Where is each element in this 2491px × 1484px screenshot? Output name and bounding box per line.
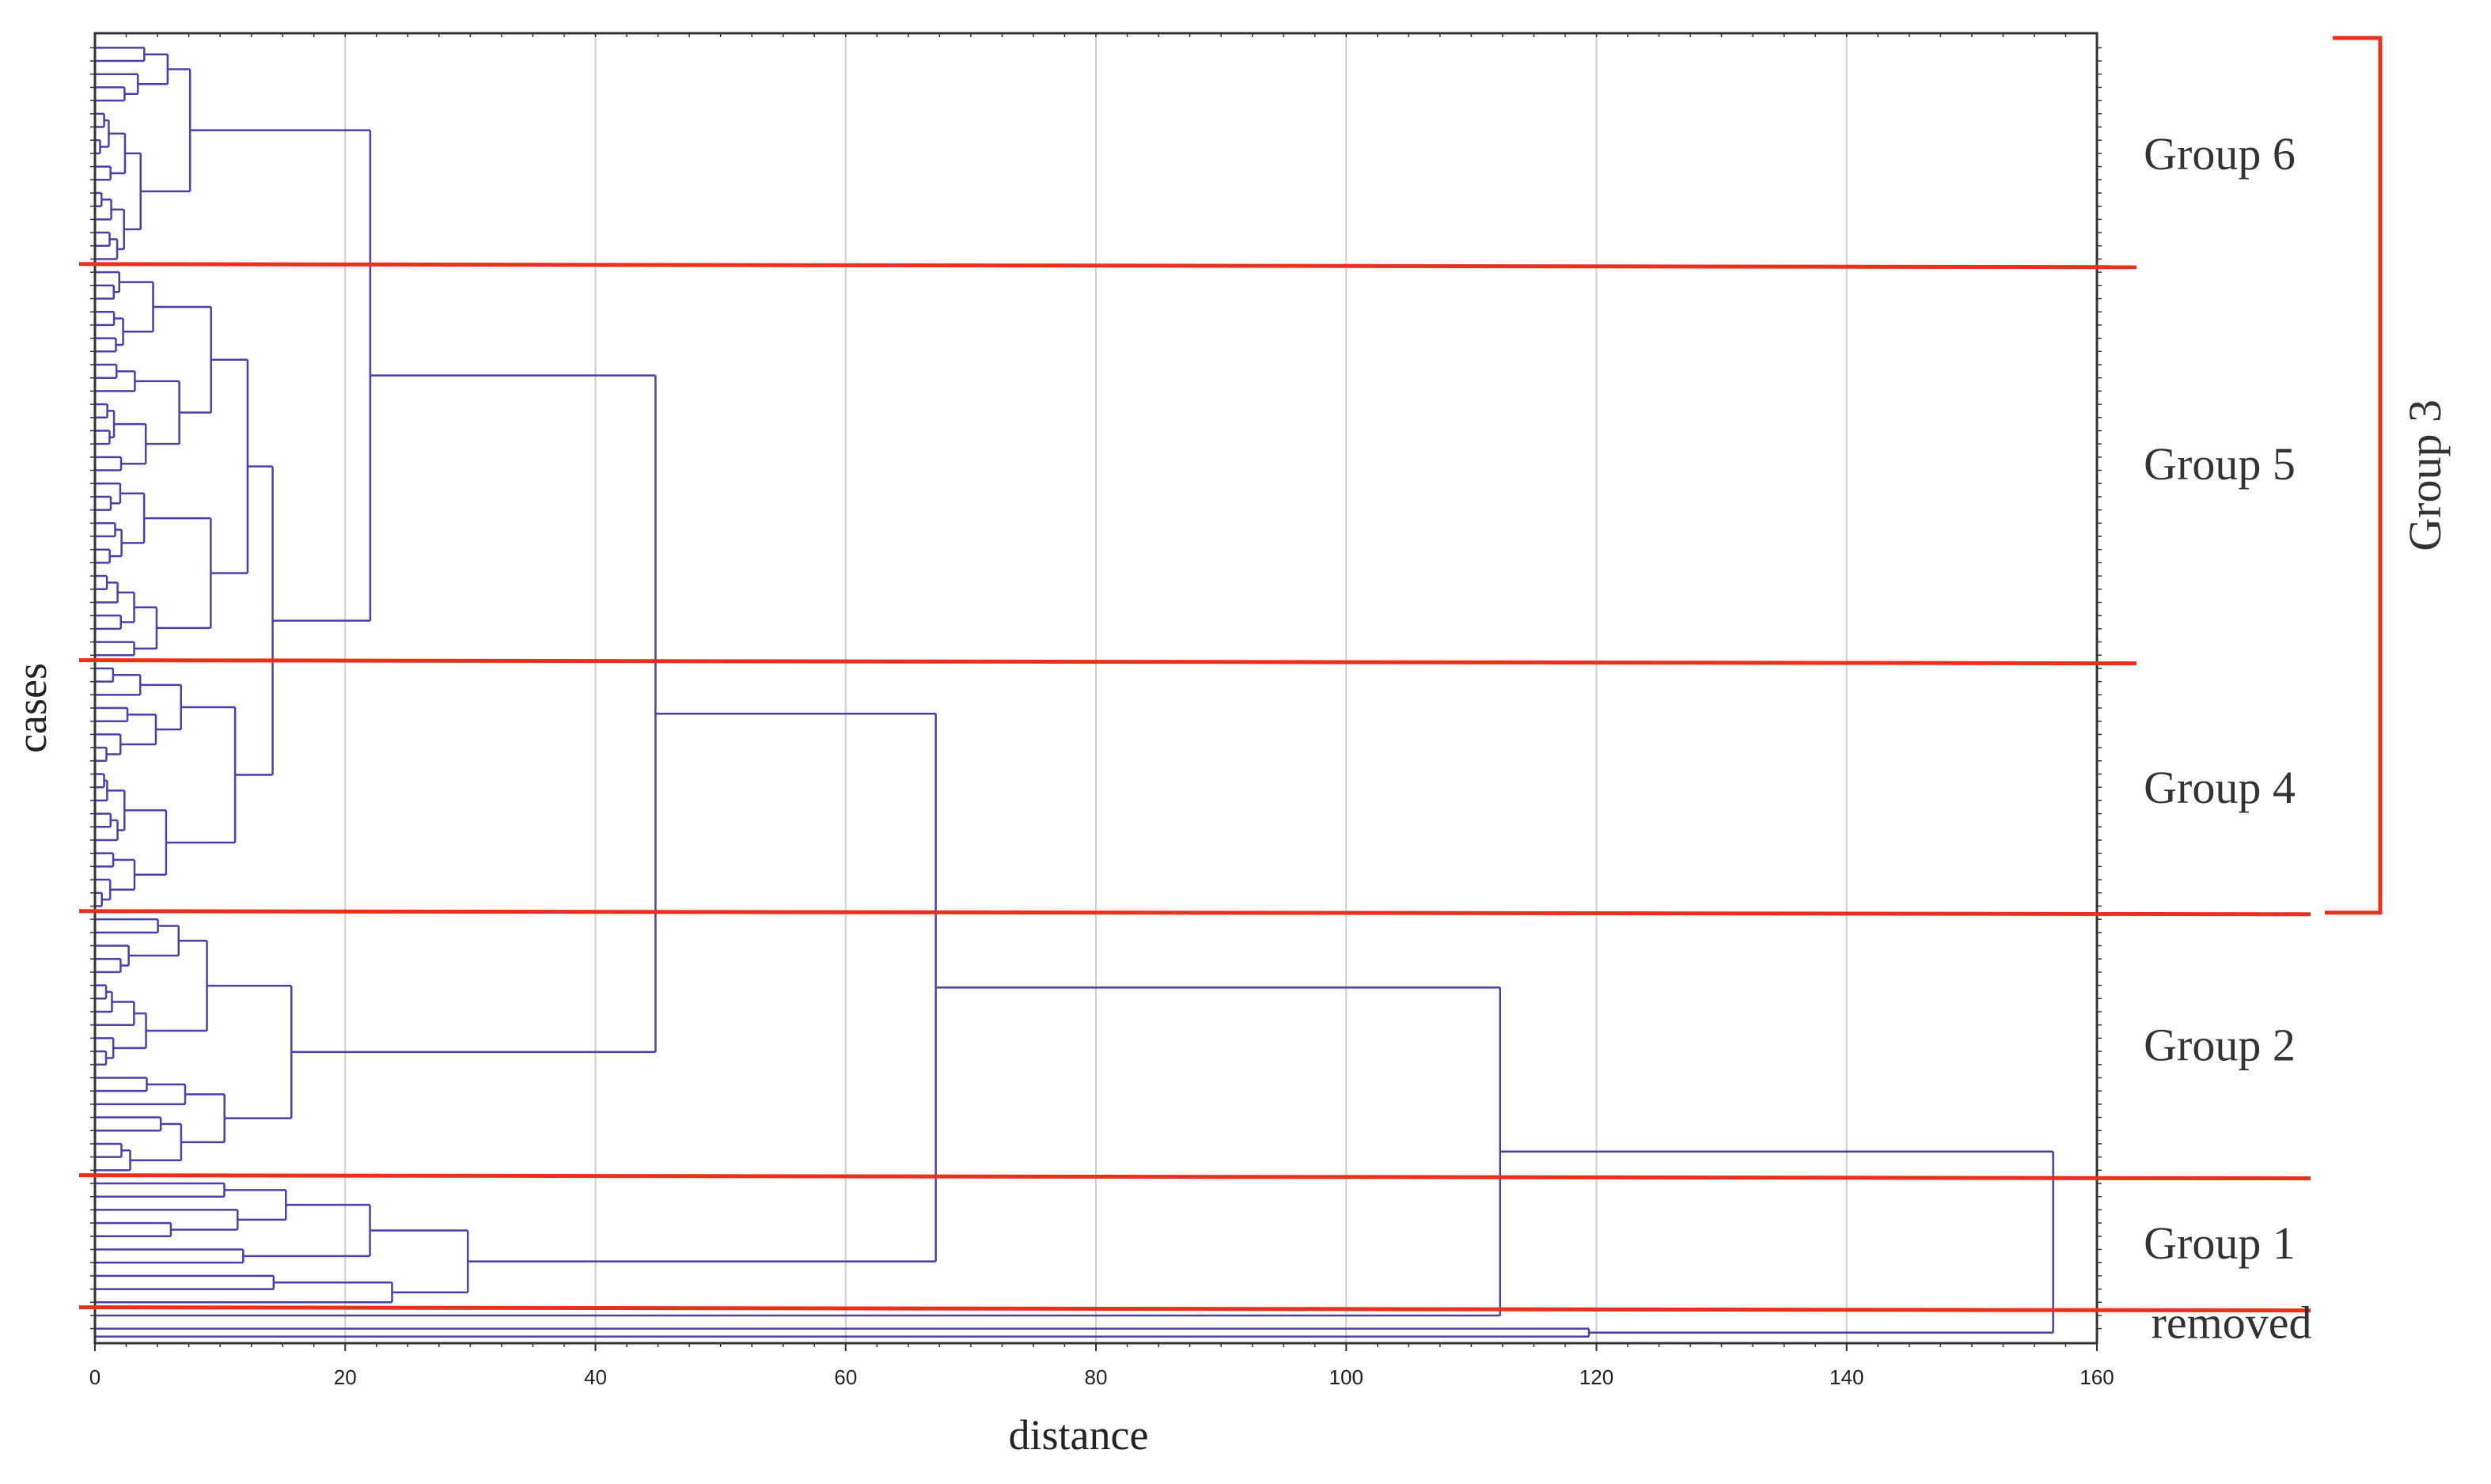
- group-label: Group 4: [2144, 762, 2296, 813]
- group-cut-line: [78, 1173, 2311, 1181]
- x-tick-label: 20: [334, 1365, 357, 1389]
- dendrogram-tree: [95, 47, 2054, 1338]
- x-axis-ticks: 0 20 40 60 80 100 120 140 160: [89, 33, 2114, 1389]
- x-tick-label: 100: [1329, 1365, 1363, 1389]
- group-cut-line: [78, 262, 2137, 270]
- bracket-label: Group 3: [2399, 399, 2451, 551]
- group-label: Group 6: [2144, 128, 2296, 180]
- y-axis-label: cases: [8, 663, 55, 753]
- group-cut-line: [78, 909, 2311, 917]
- group-cut-line: [78, 1305, 2311, 1313]
- x-tick-label: 40: [584, 1365, 607, 1389]
- group-label: Group 1: [2144, 1217, 2296, 1269]
- group-label: Group 5: [2144, 438, 2296, 490]
- x-tick-label: 160: [2080, 1365, 2114, 1389]
- group3-bracket: [2325, 36, 2383, 915]
- x-tick-label: 60: [834, 1365, 857, 1389]
- x-axis-label: distance: [1009, 1411, 1149, 1459]
- group-labels: Group 6 Group 5 Group 4 Group 2 Group 1 remov…: [2144, 128, 2311, 1348]
- group-cut-lines: [78, 262, 2311, 1313]
- group-label: removed: [2152, 1297, 2312, 1348]
- group-cut-line: [78, 658, 2137, 666]
- x-tick-label: 80: [1085, 1365, 1108, 1389]
- x-tick-label: 140: [1829, 1365, 1864, 1389]
- gridlines: [344, 33, 1848, 1343]
- group-label: Group 2: [2144, 1020, 2296, 1071]
- x-tick-label: 0: [89, 1365, 100, 1389]
- x-tick-label: 120: [1579, 1365, 1613, 1389]
